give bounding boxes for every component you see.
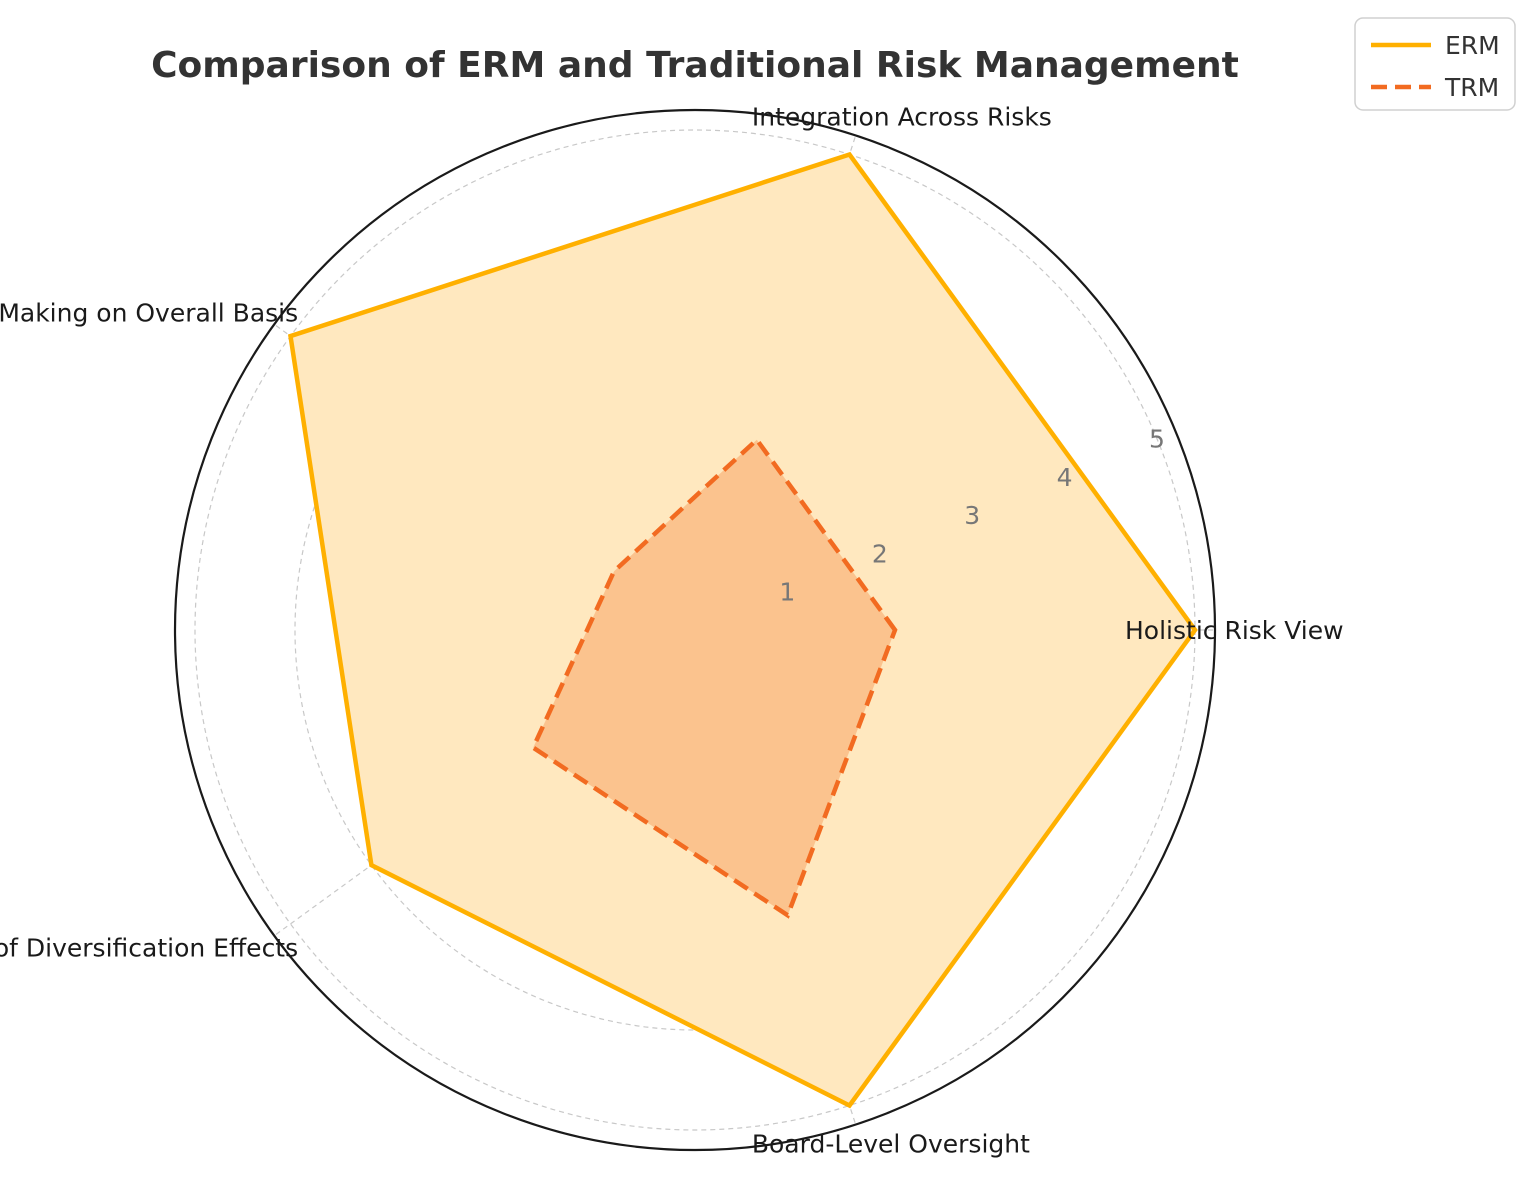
legend-label-trm: TRM (1444, 73, 1499, 102)
axis-label-integration-across-risks: Integration Across Risks (752, 102, 1052, 131)
legend-label-erm: ERM (1445, 31, 1500, 60)
axis-label-board-level-oversight: Board-Level Oversight (752, 1130, 1030, 1159)
axis-label-use-of-diversification-effects: Use of Diversification Effects (0, 933, 298, 962)
series-line-erm (287, 151, 1198, 1109)
outer-frame (173, 108, 1217, 1152)
series-layer (287, 151, 1198, 1109)
series-line-trm (530, 436, 898, 919)
axis-label-decision-making-on-overall-basis: Decision Making on Overall Basis (0, 299, 298, 328)
radial-tick-4: 4 (1057, 463, 1073, 492)
chart-title: Comparison of ERM and Traditional Risk M… (151, 45, 1239, 86)
radial-tick-3: 3 (964, 501, 980, 530)
series-area-trm (533, 439, 895, 916)
radial-tick-5: 5 (1149, 425, 1165, 454)
outer-circle (173, 108, 1217, 1152)
label-layer: 1 2 3 4 5 Holistic Risk View Integration Acros… (0, 102, 1344, 1158)
spoke-use-of-diversification-effects (273, 629, 696, 937)
radial-tick-1: 1 (779, 578, 795, 607)
axis-label-holistic-risk-view: Holistic Risk View (1125, 616, 1344, 645)
legend: ERM TRM (1354, 17, 1516, 111)
radial-tick-2: 2 (872, 539, 888, 568)
